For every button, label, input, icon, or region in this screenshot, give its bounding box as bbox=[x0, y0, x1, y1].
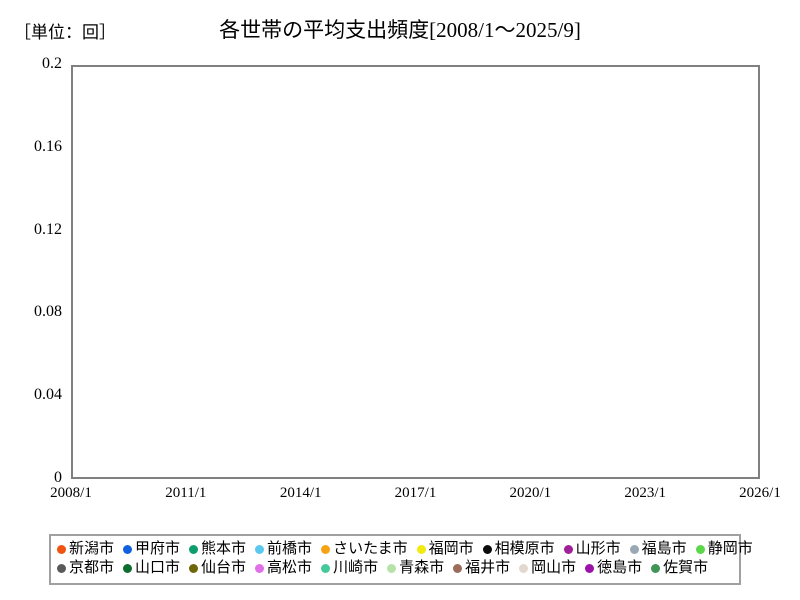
y-tick-0: 0 bbox=[54, 469, 62, 486]
x-tick-2014-1: 2014/1 bbox=[279, 485, 322, 501]
legend-label: 福岡市 bbox=[428, 541, 474, 557]
y-tick-0.12: 0.12 bbox=[34, 220, 62, 238]
x-tick-2023-1: 2023/1 bbox=[624, 485, 666, 501]
legend-label: 前橋市 bbox=[267, 541, 313, 557]
legend-item-静岡市[interactable]: 静岡市 bbox=[695, 541, 753, 557]
y-tick-0.2: 0.2 bbox=[42, 55, 62, 72]
legend-marker-icon bbox=[519, 564, 529, 573]
legend-item-福井市[interactable]: 福井市 bbox=[453, 561, 510, 576]
plot-area-wrapper bbox=[71, 65, 760, 479]
legend-label: 相模原市 bbox=[494, 541, 555, 557]
legend-item-川崎市[interactable]: 川崎市 bbox=[321, 561, 378, 576]
legend-item-佐賀市[interactable]: 佐賀市 bbox=[651, 561, 708, 576]
legend-marker-icon bbox=[563, 545, 573, 554]
legend-marker-icon bbox=[416, 545, 426, 554]
legend-label: 岡山市 bbox=[531, 560, 577, 576]
legend-item-前橋市[interactable]: 前橋市 bbox=[255, 542, 312, 557]
plot-frame bbox=[71, 65, 760, 479]
legend-item-青森市[interactable]: 青森市 bbox=[387, 561, 444, 576]
legend-label: 高松市 bbox=[267, 560, 313, 576]
legend-label: さいたま市 bbox=[333, 541, 408, 557]
legend-row-2: 京都市 山口市 仙台市 高松市 川崎市 青森市 福井市 岡山市 徳島市 佐賀市 bbox=[57, 559, 733, 578]
legend-item-山口市[interactable]: 山口市 bbox=[123, 561, 180, 576]
x-tick-2008-1: 2008/1 bbox=[50, 485, 92, 501]
legend-label: 京都市 bbox=[69, 560, 115, 576]
legend-item-仙台市[interactable]: 仙台市 bbox=[189, 561, 246, 576]
x-tick-2020-1: 2020/1 bbox=[509, 485, 552, 501]
legend-marker-icon bbox=[123, 564, 133, 573]
legend-label: 熊本市 bbox=[201, 541, 247, 557]
legend-item-山形市[interactable]: 山形市 bbox=[563, 541, 621, 557]
legend-marker-icon bbox=[695, 545, 705, 554]
legend-marker-icon bbox=[255, 545, 265, 554]
legend-marker-icon bbox=[387, 564, 397, 573]
legend-item-熊本市[interactable]: 熊本市 bbox=[189, 542, 246, 557]
legend-item-福岡市[interactable]: 福岡市 bbox=[416, 541, 474, 557]
legend-marker-icon bbox=[629, 545, 639, 554]
legend-label: 青森市 bbox=[399, 560, 445, 576]
chart-legend: 新潟市 甲府市 熊本市 前橋市 さいたま市 福岡市 相模原市 山形市 福島市 静岡市京都市 山口市 仙… bbox=[49, 534, 753, 585]
legend-label: 甲府市 bbox=[135, 541, 181, 557]
legend-marker-icon bbox=[482, 545, 492, 554]
legend-marker-icon bbox=[189, 545, 199, 554]
y-tick-0.04: 0.04 bbox=[34, 386, 62, 404]
legend-marker-icon bbox=[585, 564, 595, 573]
chart-title: 各世帯の平均支出頻度[2008/1〜2025/9] bbox=[219, 18, 581, 42]
legend-marker-icon bbox=[123, 545, 133, 554]
legend-marker-icon bbox=[57, 545, 66, 554]
legend-marker-icon bbox=[321, 564, 331, 573]
legend-marker-icon bbox=[57, 564, 66, 573]
x-tick-2026-1: 2026/1 bbox=[739, 485, 781, 501]
unit-label: ［単位：回］ bbox=[14, 23, 116, 42]
legend-row-1: 新潟市 甲府市 熊本市 前橋市 さいたま市 福岡市 相模原市 山形市 福島市 静岡市 bbox=[57, 540, 753, 559]
legend-label: 佐賀市 bbox=[663, 560, 709, 576]
legend-item-岡山市[interactable]: 岡山市 bbox=[519, 561, 576, 576]
y-tick-0.16: 0.16 bbox=[34, 137, 62, 155]
legend-label: 仙台市 bbox=[201, 560, 247, 576]
legend-label: 新潟市 bbox=[69, 541, 115, 557]
legend-label: 福井市 bbox=[465, 560, 511, 576]
legend-item-京都市[interactable]: 京都市 bbox=[57, 561, 114, 576]
legend-item-高松市[interactable]: 高松市 bbox=[255, 561, 312, 576]
legend-item-さいたま市[interactable]: さいたま市 bbox=[321, 542, 408, 557]
x-tick-2017-1: 2017/1 bbox=[394, 485, 437, 501]
legend-label: 静岡市 bbox=[707, 541, 753, 557]
legend-marker-icon bbox=[321, 545, 331, 554]
legend-item-新潟市[interactable]: 新潟市 bbox=[57, 542, 114, 557]
y-tick-0.08: 0.08 bbox=[34, 303, 62, 321]
legend-label: 川崎市 bbox=[333, 560, 379, 576]
x-tick-2011-1: 2011/1 bbox=[165, 485, 207, 501]
legend-marker-icon bbox=[651, 564, 661, 573]
legend-item-甲府市[interactable]: 甲府市 bbox=[123, 542, 180, 557]
legend-label: 徳島市 bbox=[597, 560, 643, 576]
legend-label: 山口市 bbox=[135, 560, 181, 576]
legend-marker-icon bbox=[453, 564, 463, 573]
legend-marker-icon bbox=[255, 564, 265, 573]
legend-item-福島市[interactable]: 福島市 bbox=[629, 541, 687, 557]
legend-item-徳島市[interactable]: 徳島市 bbox=[585, 561, 642, 576]
legend-marker-icon bbox=[189, 564, 199, 573]
legend-label: 山形市 bbox=[575, 541, 621, 557]
legend-item-相模原市[interactable]: 相模原市 bbox=[482, 541, 555, 557]
legend-label: 福島市 bbox=[641, 541, 687, 557]
